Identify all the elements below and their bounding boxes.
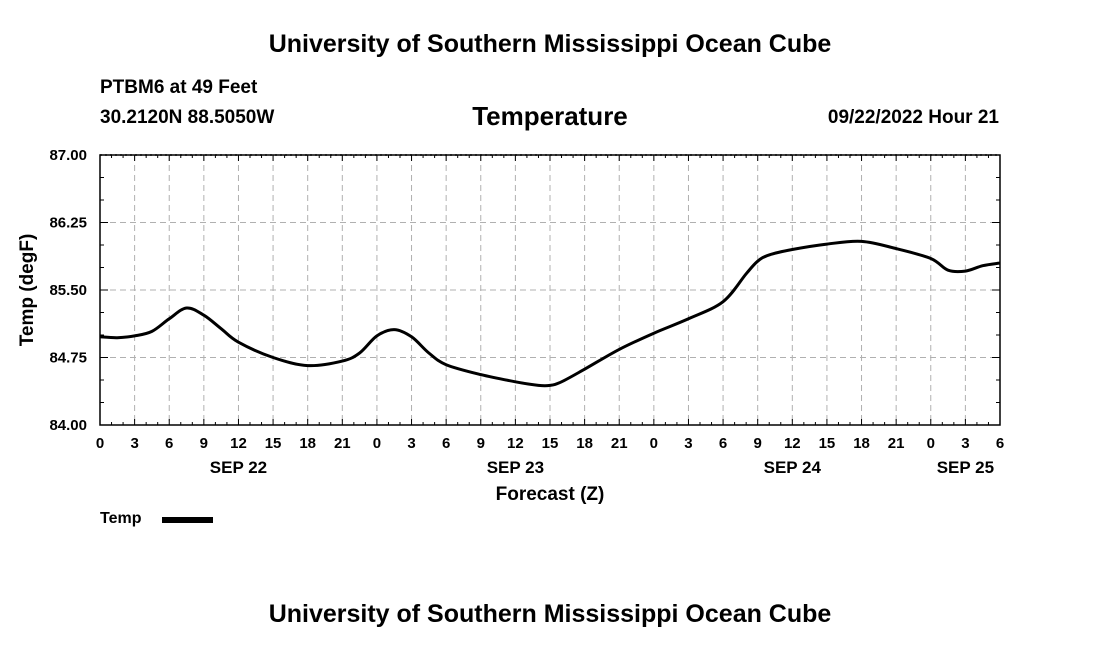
x-tick-label: 18 (299, 435, 316, 452)
x-tick-label: 15 (542, 435, 559, 452)
plot-frame (99, 154, 1001, 426)
footer-title: University of Southern Mississippi Ocean… (268, 600, 832, 628)
x-tick-label: 6 (719, 435, 727, 452)
y-axis-title: Temp (degF) (17, 234, 38, 347)
x-tick-label: 12 (230, 435, 247, 452)
y-tick-label: 87.00 (49, 147, 87, 164)
x-date-label: SEP 23 (487, 458, 544, 477)
y-tick-label: 86.25 (49, 215, 87, 232)
x-tick-label: 3 (130, 435, 138, 452)
x-tick-label: 12 (507, 435, 524, 452)
y-tick-label: 84.75 (49, 350, 87, 367)
y-tick-label: 84.00 (49, 417, 87, 434)
date-hour-label: 09/22/2022 Hour 21 (827, 107, 999, 128)
legend-label: Temp (100, 510, 142, 527)
x-tick-label: 12 (784, 435, 801, 452)
x-tick-label: 0 (927, 435, 935, 452)
x-tick-label: 3 (961, 435, 969, 452)
x-tick-label: 0 (650, 435, 658, 452)
x-tick-label: 3 (684, 435, 692, 452)
x-tick-label: 0 (96, 435, 104, 452)
x-tick-label: 21 (334, 435, 351, 452)
coordinates-label: 30.2120N 88.5050W (100, 107, 275, 128)
x-axis-title: Forecast (Z) (496, 484, 605, 505)
x-tick-label: 6 (165, 435, 173, 452)
temp-series-line (99, 239, 1001, 388)
x-tick-label: 9 (477, 435, 485, 452)
x-tick-label: 3 (407, 435, 415, 452)
chart-title: Temperature (472, 101, 628, 131)
x-tick-label: 6 (442, 435, 450, 452)
x-tick-label: 0 (373, 435, 381, 452)
x-tick-label: 9 (200, 435, 208, 452)
x-tick-label: 15 (819, 435, 836, 452)
x-date-label: SEP 24 (764, 458, 822, 477)
x-tick-label: 18 (853, 435, 870, 452)
station-label: PTBM6 at 49 Feet (100, 77, 258, 98)
x-tick-label: 15 (265, 435, 282, 452)
x-tick-label: 6 (996, 435, 1004, 452)
y-tick-label: 85.50 (49, 282, 87, 299)
legend-swatch (162, 517, 213, 523)
x-tick-label: 21 (611, 435, 628, 452)
x-tick-label: 18 (576, 435, 593, 452)
page-title: University of Southern Mississippi Ocean… (268, 30, 832, 58)
x-tick-label: 9 (754, 435, 762, 452)
x-date-label: SEP 25 (937, 458, 994, 477)
x-date-label: SEP 22 (210, 458, 267, 477)
x-tick-label: 21 (888, 435, 905, 452)
